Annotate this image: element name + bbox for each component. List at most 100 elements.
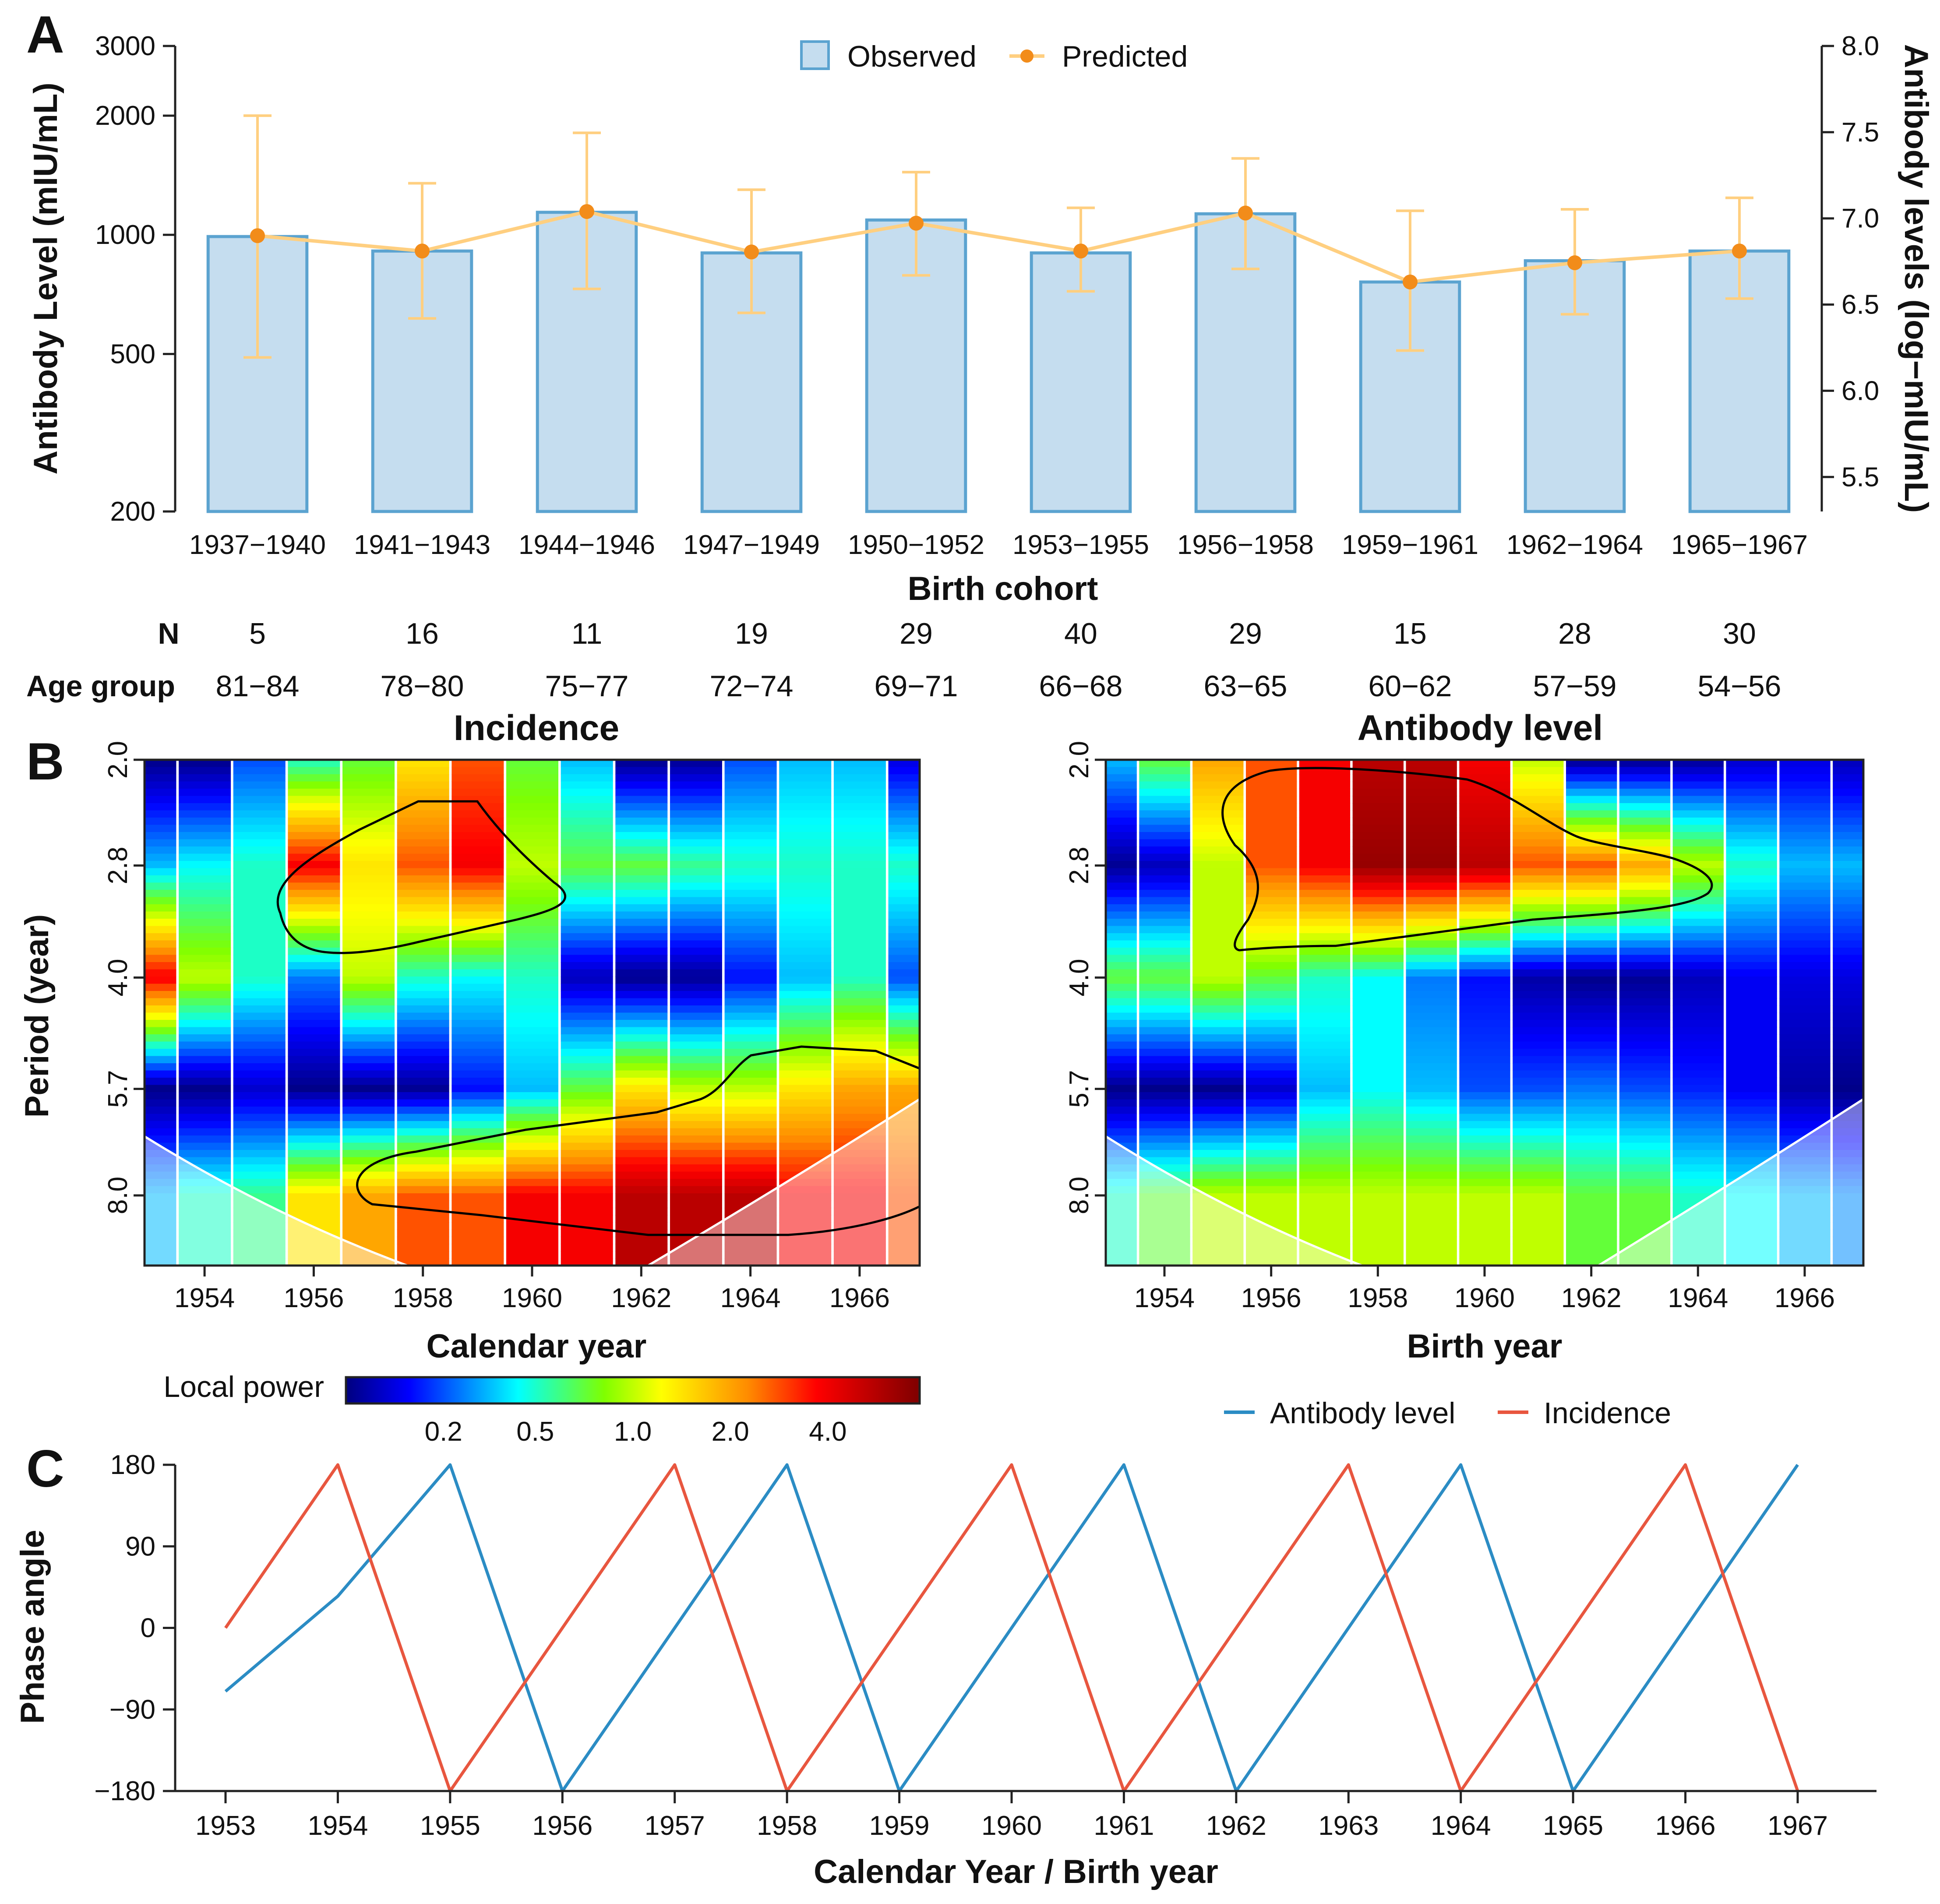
power-cell [1833,962,1863,970]
power-cell [233,861,286,869]
power-cell [561,1142,613,1150]
power-cell [779,1193,832,1201]
power-cell [561,861,613,869]
power-cell [1139,919,1190,927]
power-cell [506,861,558,869]
power-cell [561,803,613,811]
power-cell [1139,853,1190,861]
power-cell [179,1012,231,1020]
power-cell [179,760,231,768]
power-cell [451,969,504,977]
power-cell [506,882,558,890]
power-cell [561,940,613,948]
power-cell [1406,991,1457,999]
power-cell [1513,1005,1564,1013]
power-cell [615,810,668,818]
power-cell [779,1222,832,1230]
power-cell [1566,789,1617,797]
power-cell [1299,818,1351,825]
antibody-x-axis-title: Birth year [1407,1328,1563,1365]
power-cell [888,1041,920,1049]
power-cell [1352,832,1404,840]
power-cell [1619,1215,1671,1223]
power-cell [145,1005,176,1013]
power-cell [1106,955,1137,963]
power-cell [1352,1229,1404,1237]
age-group-value: 60−62 [1369,670,1452,703]
power-cell [615,825,668,832]
period-tick-label: 2.0 [103,741,133,779]
power-cell [1406,803,1457,811]
power-cell [179,774,231,782]
power-cell [888,1200,920,1208]
power-cell [833,969,886,977]
power-cell [1619,832,1671,840]
power-cell [288,948,340,956]
power-cell [724,810,777,818]
power-cell [451,991,504,999]
power-cell [451,911,504,919]
power-cell [451,933,504,941]
power-cell [1726,1237,1777,1245]
phase-x-tick-label: 1959 [869,1811,930,1841]
power-cell [1246,1005,1297,1013]
power-cell [179,955,231,963]
power-cell [1459,1215,1510,1223]
power-cell [1246,911,1297,919]
power-cell [670,1258,722,1266]
power-cell [451,940,504,948]
power-cell [342,1027,395,1035]
power-cell [288,810,340,818]
power-cell [1566,846,1617,854]
power-cell [724,1222,777,1230]
power-cell [1192,955,1244,963]
power-cell [561,832,613,840]
power-cell [451,1200,504,1208]
power-cell [724,969,777,977]
power-cell [1513,796,1564,804]
power-cell [1833,839,1863,847]
cohort-label: 1941−1943 [354,530,490,560]
power-cell [1726,846,1777,854]
power-cell [1139,1157,1190,1165]
power-cell [397,882,449,890]
power-cell [1619,1128,1671,1136]
power-cell [1459,977,1510,984]
antibody-y-ticks: 2.02.84.05.78.0 [1064,741,1106,1214]
power-cell [397,1200,449,1208]
power-cell [1566,1034,1617,1042]
power-cell [1833,1186,1863,1194]
power-cell [1246,1121,1297,1129]
power-cell [506,875,558,883]
power-cell [1139,1244,1190,1252]
power-cell [179,839,231,847]
power-cell [1779,1099,1831,1107]
power-cell [1833,1222,1863,1230]
power-cell [1726,767,1777,775]
phase-x-tick-label: 1957 [645,1811,705,1841]
power-cell [833,803,886,811]
power-cell [179,1114,231,1121]
power-cell [145,969,176,977]
power-cell [561,882,613,890]
power-cell [561,1128,613,1136]
power-cell [179,1258,231,1266]
year-tick-label: 1956 [283,1283,344,1313]
power-cell [1726,1056,1777,1064]
power-cell [1459,1157,1510,1165]
power-cell [397,774,449,782]
power-cell [342,781,395,789]
power-cell [1459,890,1510,898]
power-cell [1672,969,1724,977]
power-cell [1726,810,1777,818]
year-tick-label: 1966 [829,1283,890,1313]
power-cell [1106,984,1137,991]
power-cell [1459,991,1510,999]
power-cell [888,1258,920,1266]
power-cell [1672,1186,1724,1194]
power-cell [1619,1186,1671,1194]
power-cell [397,991,449,999]
power-cell [1192,998,1244,1006]
power-cell [397,1063,449,1071]
power-cell [1106,1222,1137,1230]
